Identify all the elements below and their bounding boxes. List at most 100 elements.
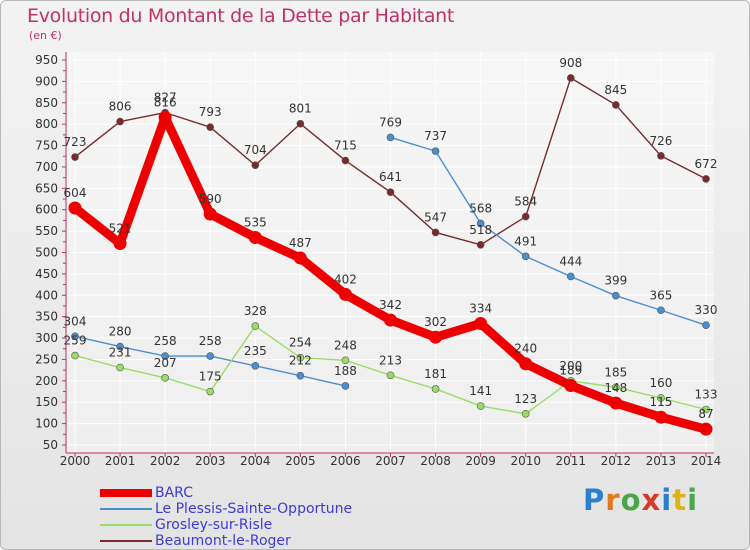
data-label: 207 — [154, 356, 177, 370]
data-point — [68, 201, 82, 215]
data-label: 213 — [379, 353, 402, 367]
data-point — [251, 362, 260, 370]
data-label: 521 — [109, 222, 132, 236]
data-point — [206, 352, 215, 360]
data-point — [566, 74, 575, 82]
data-point — [161, 374, 169, 382]
data-point — [702, 405, 710, 414]
data-label: 827 — [154, 91, 177, 105]
series-grosley-sur-risle — [71, 322, 710, 418]
legend-label: BARC — [155, 485, 193, 501]
y-tick-label: 700 — [35, 160, 58, 174]
data-label: 491 — [514, 234, 537, 248]
data-point — [702, 321, 710, 330]
data-point — [657, 152, 665, 160]
data-point — [341, 156, 350, 165]
data-labels: 723 806 827 793 704 801 715 641 547 518 584 908 845 7… — [64, 56, 718, 421]
legend-swatch — [100, 540, 152, 542]
data-point — [474, 317, 488, 331]
data-point — [341, 382, 350, 390]
data-point — [251, 161, 260, 170]
data-point — [203, 207, 217, 221]
data-label: 806 — [109, 100, 132, 114]
data-label: 444 — [559, 254, 582, 268]
data-point — [113, 237, 127, 251]
axes: 50 100 150 200 250 300 350 400 450 500 550 600 650 70… — [35, 52, 721, 468]
data-point — [206, 123, 215, 131]
data-point — [476, 219, 485, 228]
data-point — [612, 101, 620, 109]
data-label: 133 — [695, 387, 718, 401]
data-point — [521, 212, 530, 221]
x-tick-label: 2001 — [105, 454, 136, 468]
data-point — [296, 371, 305, 380]
data-label: 342 — [379, 298, 402, 312]
data-point — [564, 379, 578, 393]
data-label: 518 — [469, 223, 492, 237]
data-point — [384, 313, 397, 327]
data-label: 723 — [64, 135, 87, 149]
data-point — [657, 394, 665, 402]
data-label: 399 — [604, 274, 627, 288]
data-point — [476, 241, 485, 249]
data-label: 235 — [244, 344, 267, 358]
y-tick-label: 750 — [35, 139, 58, 153]
data-label: 185 — [604, 365, 627, 379]
data-label: 304 — [64, 314, 87, 328]
legend-swatch — [100, 524, 152, 526]
data-label: 258 — [154, 334, 177, 348]
series-beaumont-le-roger — [71, 74, 710, 249]
data-point — [158, 110, 172, 124]
x-tick-label: 2008 — [420, 454, 451, 468]
legend-swatch — [100, 489, 152, 497]
x-tick-label: 2014 — [691, 454, 722, 468]
y-tick-label: 100 — [35, 417, 58, 431]
x-tick-label: 2012 — [601, 454, 632, 468]
y-tick-label: 800 — [35, 117, 58, 131]
x-tick-label: 2005 — [285, 454, 316, 468]
x-tick-label: 2003 — [195, 454, 226, 468]
x-tick-label: 2006 — [330, 454, 361, 468]
y-tick-label: 50 — [43, 438, 58, 452]
legend-label: Le Plessis-Sainte-Opportune — [155, 501, 353, 517]
data-label: 259 — [64, 334, 87, 348]
data-point — [386, 133, 395, 142]
legend-label: Beaumont-le-Roger — [155, 533, 291, 549]
data-point — [431, 147, 440, 155]
data-point — [521, 409, 530, 418]
data-point — [161, 352, 169, 360]
data-label: 334 — [469, 302, 492, 316]
y-tick-label: 850 — [35, 96, 58, 110]
data-point — [612, 291, 620, 300]
data-label: 231 — [109, 346, 132, 360]
data-point — [699, 422, 713, 436]
data-label: 302 — [424, 315, 447, 329]
data-label: 547 — [424, 210, 447, 224]
data-label: 584 — [514, 195, 537, 209]
data-label: 535 — [244, 216, 267, 230]
data-label: 737 — [424, 129, 447, 143]
data-label: 240 — [514, 342, 537, 356]
y-tick-label: 500 — [35, 246, 58, 260]
data-label: 487 — [289, 236, 312, 250]
data-point — [612, 383, 620, 392]
data-point — [116, 363, 124, 372]
data-point — [431, 228, 440, 237]
data-point — [657, 306, 665, 315]
data-label: 641 — [379, 170, 402, 184]
data-point — [431, 385, 440, 393]
x-tick-label: 2002 — [150, 454, 181, 468]
data-point — [341, 356, 350, 365]
y-tick-label: 650 — [35, 181, 58, 195]
data-label: 328 — [244, 304, 267, 318]
data-point — [566, 272, 575, 281]
data-label: 365 — [649, 288, 672, 302]
data-label: 590 — [199, 192, 222, 206]
data-label: 280 — [109, 325, 132, 339]
y-tick-label: 150 — [35, 395, 58, 409]
data-label: 188 — [334, 364, 357, 378]
data-point — [386, 371, 395, 380]
data-label: 258 — [199, 334, 222, 348]
chart-unit: (en €) — [29, 29, 62, 42]
x-tick-label: 2011 — [556, 454, 587, 468]
